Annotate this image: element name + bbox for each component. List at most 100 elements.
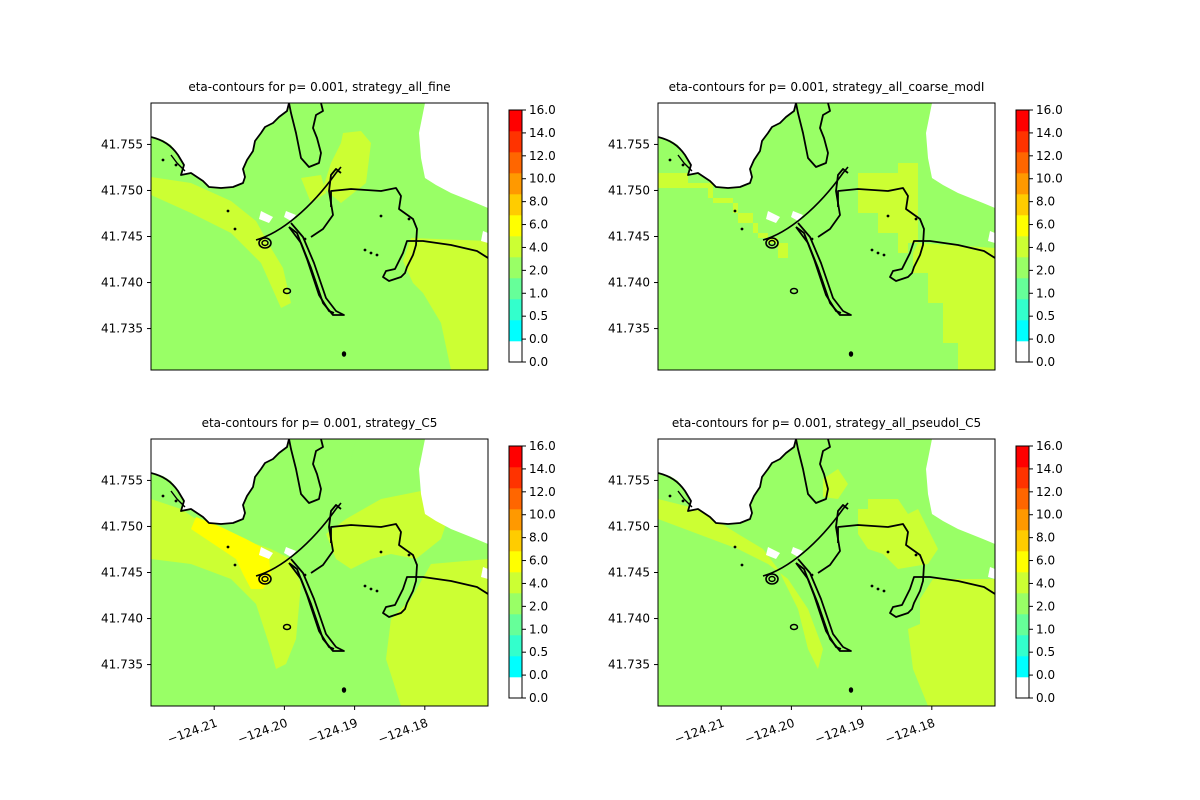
contour-map <box>151 439 488 706</box>
colorbar-tick-label: 8.0 <box>1036 531 1055 545</box>
x-tick-label: −124.19 <box>813 716 867 747</box>
colorbar-segment <box>509 131 522 153</box>
subplot-title: eta-contours for p= 0.001, strategy_C5 <box>202 416 438 430</box>
subplot-2: eta-contours for p= 0.001, strategy_all_… <box>608 80 1063 371</box>
colorbar-segment <box>1016 173 1029 195</box>
colorbar-tick-label: 0.5 <box>1036 309 1055 323</box>
eta-band-4-6 <box>151 177 291 308</box>
y-tick-label: 41.740 <box>101 612 143 626</box>
colorbar-segment <box>1016 635 1029 657</box>
colorbar-segment <box>509 509 522 531</box>
land-spit-patch <box>259 547 273 559</box>
plot-area <box>150 438 489 707</box>
x-tick-label: −124.20 <box>743 716 797 747</box>
colorbar-segment <box>1016 110 1029 132</box>
subplot-title: eta-contours for p= 0.001, strategy_all_… <box>188 80 450 94</box>
island-contour <box>765 573 779 585</box>
colorbar-segment <box>1016 320 1029 342</box>
y-tick-label: 41.735 <box>101 658 143 672</box>
colorbar-tick-label: 16.0 <box>1036 439 1063 453</box>
y-tick-label: 41.755 <box>101 137 143 151</box>
eta-band-4-6 <box>323 131 371 203</box>
rock-dot <box>848 351 854 357</box>
colorbar-tick-label: 0.0 <box>529 668 548 682</box>
colorbar-tick-label: 2.0 <box>1036 263 1055 277</box>
rock-contour <box>789 623 799 631</box>
rock-dot <box>161 494 165 498</box>
rock-dot <box>174 499 178 503</box>
colorbar-segment <box>509 467 522 489</box>
subplot-title: eta-contours for p= 0.001, strategy_all_… <box>669 80 985 94</box>
land-spit-patch <box>766 547 780 559</box>
island-contour <box>765 237 779 249</box>
rock-dot <box>914 217 918 221</box>
rock-dot <box>733 545 737 549</box>
colorbar-frame <box>1015 109 1030 363</box>
rock-dot <box>848 687 854 693</box>
colorbar-tick-label: 1.0 <box>529 622 548 636</box>
y-tick-label: 41.745 <box>608 566 650 580</box>
rock-contour <box>282 287 292 295</box>
eta-band-4-6 <box>658 499 823 669</box>
eta-band-2-4 <box>321 439 356 479</box>
colorbar-tick-label: 8.0 <box>529 195 548 209</box>
eta-band-4-6 <box>326 489 451 569</box>
eta-band-4-6 <box>858 499 938 569</box>
contour-line-coast <box>170 490 186 508</box>
contour-line-harbor <box>837 187 995 282</box>
colorbar-segment <box>509 299 522 321</box>
land-north <box>151 103 289 188</box>
x-tick-label: −124.18 <box>376 716 430 747</box>
contour-line-jetty <box>288 562 335 650</box>
contour-map <box>658 439 995 706</box>
contour-line-bay <box>762 502 849 577</box>
colorbar: 0.0 0.0 0.5 1.0 2.0 4.0 6.0 8.0 10.0 12.0 14.0 16.0 <box>508 103 556 369</box>
contour-line-jetty <box>795 562 842 650</box>
land-spit-patch <box>259 211 273 223</box>
colorbar-tick-label: 10.0 <box>1036 508 1063 522</box>
colorbar-segment <box>1016 194 1029 216</box>
colorbar-tick-label: 14.0 <box>529 462 556 476</box>
contour-line-harbor <box>330 187 488 282</box>
rock-dot <box>876 587 880 591</box>
y-tick-label: 41.735 <box>101 322 143 336</box>
land-east-notch <box>988 567 995 579</box>
shoreline-north-inlet <box>795 103 831 168</box>
contour-line-bay <box>255 502 342 577</box>
rock-dot <box>886 550 890 554</box>
colorbar-tick-label: 0.5 <box>1036 645 1055 659</box>
rock-dot <box>407 217 411 221</box>
y-tick-label: 41.735 <box>608 658 650 672</box>
rock-dot <box>369 251 373 255</box>
colorbar-segment <box>509 194 522 216</box>
colorbar-segment <box>1016 131 1029 153</box>
colorbar-segment <box>1016 467 1029 489</box>
colorbar: 0.0 0.0 0.5 1.0 2.0 4.0 6.0 8.0 10.0 12.0 14.0 16.0 <box>1015 439 1063 705</box>
contour-line-coast <box>170 154 186 172</box>
colorbar-frame <box>1015 445 1030 699</box>
eta-band-2-4 <box>321 103 356 143</box>
colorbar-segment <box>1016 551 1029 573</box>
rock-dot <box>810 237 814 241</box>
contour-line-channel <box>817 168 849 238</box>
colorbar-segment <box>509 236 522 258</box>
rock-dot <box>407 553 411 557</box>
eta-band-4-6 <box>301 175 326 203</box>
colorbar-segment <box>509 593 522 615</box>
y-tick-label: 41.755 <box>608 137 650 151</box>
colorbar-tick-label: 8.0 <box>529 531 548 545</box>
colorbar-tick-label: 14.0 <box>529 126 556 140</box>
plot-area <box>657 438 996 707</box>
colorbar-segment <box>1016 236 1029 258</box>
colorbar-tick-label: 8.0 <box>1036 195 1055 209</box>
rock-dot <box>681 163 685 167</box>
colorbar-frame <box>508 445 523 699</box>
contour-line-jetty <box>288 226 335 314</box>
rock-dot <box>375 253 379 257</box>
contour-line-coast <box>677 154 693 172</box>
y-tick-label: 41.735 <box>608 322 650 336</box>
colorbar-tick-label: 1.0 <box>1036 286 1055 300</box>
contour-line-harbor <box>330 523 488 618</box>
colorbar-tick-label: 10.0 <box>529 172 556 186</box>
colorbar-segment <box>509 257 522 279</box>
